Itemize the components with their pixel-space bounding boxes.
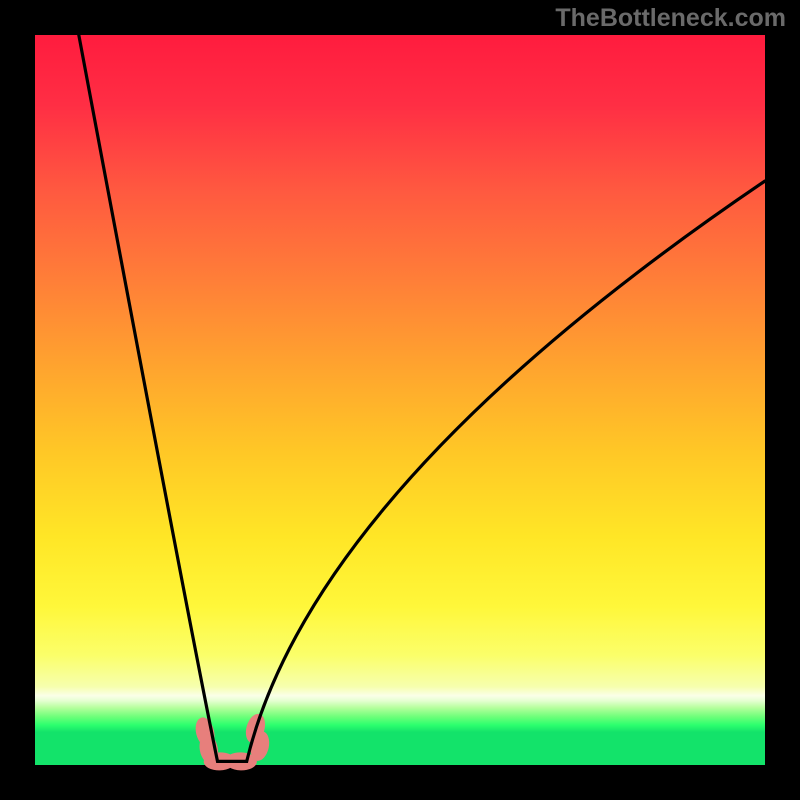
green-baseline-band — [35, 732, 765, 765]
chart-stage: TheBottleneck.com — [0, 0, 800, 800]
watermark-text: TheBottleneck.com — [555, 4, 786, 33]
bottleneck-chart — [0, 0, 800, 800]
